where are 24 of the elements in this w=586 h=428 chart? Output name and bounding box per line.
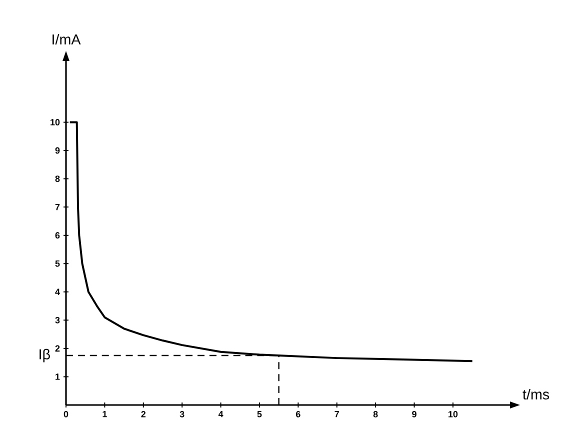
y-tick-label: 10 [50,119,60,126]
y-axis-title: I/mA [52,34,81,45]
x-tick-label: 10 [448,411,458,418]
x-tick-label: 5 [257,411,262,418]
y-tick-label: 6 [55,232,60,239]
x-tick-label: 0 [64,411,68,418]
x-tick-label: 3 [180,411,184,418]
y-tick-label: 1 [56,374,60,380]
y-tick-label: 4 [55,288,60,295]
y-tick-label: 8 [55,176,60,182]
y-tick-label: 3 [55,316,60,324]
y-tick-label: 5 [55,260,60,267]
x-tick-label: 2 [141,411,146,418]
y-tick-label: 7 [55,204,60,210]
x-tick-label: 1 [102,411,107,418]
y-tick-label: 9 [55,147,60,154]
x-tick-label: 7 [334,411,339,418]
x-axis-title: t/ms [522,388,550,400]
x-tick-label: 4 [218,411,224,418]
ref-line-label: Iβ [40,348,50,362]
x-tick-label: 9 [412,411,416,418]
x-tick-label: 6 [296,411,300,418]
y-tick-label: 2 [55,345,60,352]
x-tick-label: 8 [373,411,378,418]
